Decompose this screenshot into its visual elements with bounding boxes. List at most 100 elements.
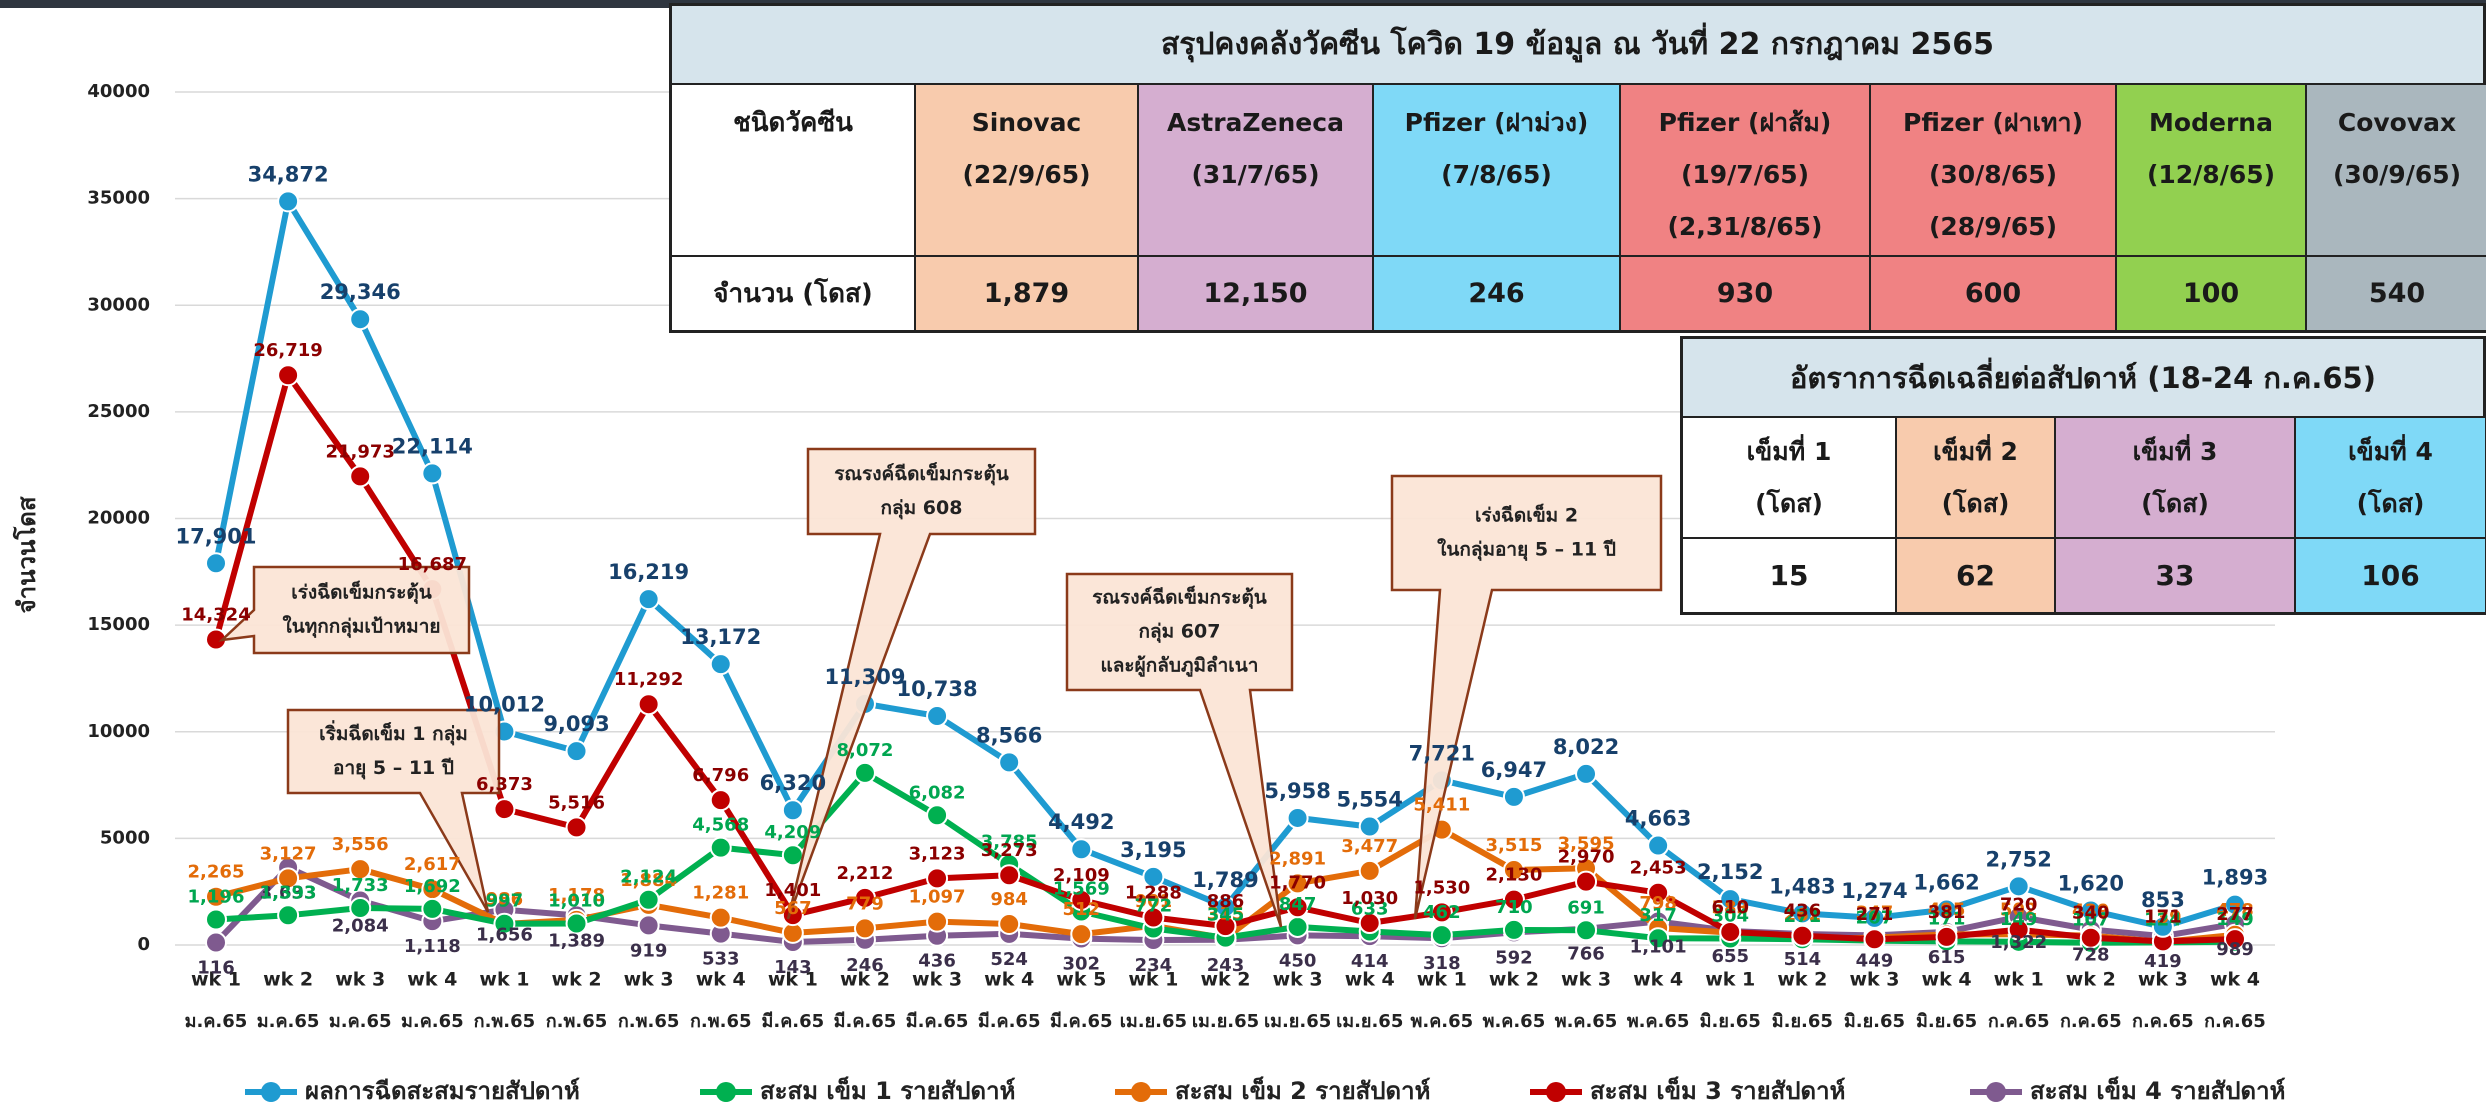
data-label: 14,324: [181, 605, 250, 626]
data-label: 1,770: [1269, 872, 1326, 893]
y-axis-label: จำนวนโดส: [12, 496, 41, 613]
value-cell: 930: [1620, 256, 1870, 331]
data-point: [1863, 928, 1886, 951]
callout-text: ในกลุ่มอายุ 5 – 11 ปี: [1437, 538, 1616, 562]
data-label: 171: [2144, 906, 2182, 927]
data-point: [205, 908, 227, 931]
data-point: [1575, 919, 1598, 942]
value-cell: 15: [1682, 538, 1896, 613]
data-label: 986: [486, 889, 524, 910]
cell-line: เข็มที่ 1: [1746, 436, 1832, 466]
callout: [1390, 474, 1663, 920]
legend-marker: [1986, 1082, 2006, 1102]
cell-line: (2,31/8/65): [1667, 212, 1823, 241]
header-cell: เข็มที่ 1 (โดส): [1682, 417, 1896, 538]
data-label: 2,453: [1630, 858, 1687, 879]
data-point: [1070, 923, 1093, 946]
data-label: 1,530: [1413, 877, 1470, 898]
data-label: 1,569: [1053, 879, 1110, 900]
x-tick-label: wk 4: [407, 969, 457, 991]
x-group-label: เม.ย.65: [1192, 1011, 1259, 1032]
cell-line: (โดส): [2141, 488, 2209, 518]
data-label: 2,084: [332, 916, 389, 937]
data-label: 3,273: [981, 840, 1038, 861]
callout-text: รณรงค์ฉีดเข็มกระตุ้น: [1092, 585, 1267, 610]
data-label: 1,196: [188, 886, 245, 907]
cell-line: Pfizer (ฝาเทา): [1903, 108, 2083, 137]
x-group-label: พ.ค.65: [1483, 1011, 1546, 1032]
cell-line: (31/7/65): [1191, 160, 1320, 189]
data-label: 1,483: [1769, 874, 1835, 898]
cell-line: AstraZeneca: [1167, 108, 1344, 137]
data-label: 2,970: [1558, 847, 1615, 868]
legend-marker: [716, 1082, 736, 1102]
callout-text: อายุ 5 – 11 ปี: [333, 757, 454, 780]
data-label: 6,373: [476, 774, 533, 795]
data-label: 533: [702, 949, 740, 970]
data-point: [1430, 901, 1453, 924]
data-label: 514: [1784, 949, 1822, 970]
data-label: 317: [1639, 905, 1677, 926]
data-point: [637, 914, 660, 937]
cell-line: (22/9/65): [962, 160, 1091, 189]
data-point: [1358, 912, 1381, 935]
data-label: 610: [1711, 897, 1749, 918]
x-group-label: มี.ค.65: [1050, 1011, 1113, 1032]
data-label: 997: [486, 891, 524, 912]
data-point: [853, 886, 876, 909]
header-cell: Pfizer (ฝาส้ม) (19/7/65) (2,31/8/65): [1620, 84, 1870, 256]
data-label: 5,554: [1336, 788, 1402, 812]
cell-line: (30/9/65): [2332, 160, 2462, 189]
callout: [286, 708, 501, 913]
data-label: 583: [1711, 898, 1749, 919]
data-label: 3,477: [1341, 836, 1398, 857]
x-tick-label: wk 3: [912, 969, 962, 991]
header-cell: Sinovac (22/9/65): [915, 84, 1138, 256]
data-label: 2,265: [188, 862, 245, 883]
x-group-label: เม.ย.65: [1264, 1011, 1331, 1032]
data-label: 13,172: [680, 625, 761, 649]
x-group-label: มี.ค.65: [906, 1011, 969, 1032]
data-point: [2224, 893, 2246, 916]
data-label: 449: [1856, 950, 1894, 971]
data-label: 107: [2072, 910, 2110, 931]
data-label: 340: [2072, 903, 2110, 924]
x-tick-label: wk 3: [1273, 969, 1323, 991]
y-tick-label: 10000: [87, 721, 150, 742]
data-label: 779: [846, 893, 884, 914]
data-label: 3,633: [260, 883, 317, 904]
data-label: 124: [2144, 909, 2182, 930]
data-label: 1,281: [692, 883, 749, 904]
x-group-label: พ.ค.65: [1555, 1011, 1618, 1032]
x-group-label: มิ.ย.65: [1844, 1011, 1905, 1032]
y-tick-label: 5000: [100, 827, 150, 848]
legend-marker: [261, 1082, 281, 1102]
data-label: 2,617: [404, 854, 461, 875]
data-label: 1,010: [548, 890, 605, 911]
data-label: 886: [1207, 891, 1245, 912]
data-label: 847: [1279, 894, 1317, 915]
data-point: [1358, 859, 1381, 882]
data-label: 450: [1279, 950, 1317, 971]
x-group-label: ก.พ.65: [690, 1011, 752, 1032]
data-label: 10,738: [897, 677, 978, 701]
data-label: 772: [1135, 896, 1173, 917]
x-group-label: ก.ค.65: [2060, 1011, 2122, 1032]
x-group-label: พ.ค.65: [1411, 1011, 1474, 1032]
x-group-label: ก.ค.65: [1988, 1011, 2050, 1032]
data-label: 8,072: [836, 740, 893, 761]
x-group-label: ม.ค.65: [401, 1011, 464, 1032]
data-label: 262: [1784, 904, 1822, 925]
data-label: 4,209: [764, 822, 821, 843]
data-point: [781, 844, 804, 867]
data-label: 1,884: [620, 870, 677, 891]
callout: [1065, 572, 1294, 928]
data-label: 271: [1784, 906, 1822, 927]
x-group-label: มิ.ย.65: [1700, 1011, 1761, 1032]
callout-text: เร่งฉีดเข็มกระตุ้น: [291, 580, 432, 605]
x-tick-label: wk 4: [696, 969, 746, 991]
x-tick-label: wk 1: [1994, 969, 2044, 991]
x-tick-label: wk 2: [263, 969, 313, 991]
y-tick-label: 20000: [87, 508, 150, 529]
